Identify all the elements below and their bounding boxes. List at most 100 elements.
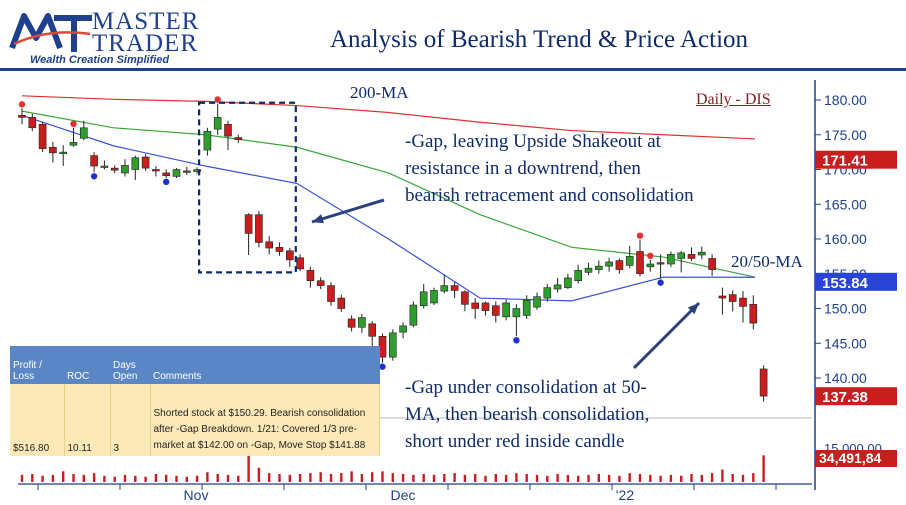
candle-body (59, 151, 68, 154)
swing-low-dot (163, 178, 170, 186)
candle-body (141, 156, 150, 169)
volume-bar (401, 474, 405, 482)
volume-bar (92, 473, 96, 482)
time-tick-label: '22 (616, 487, 634, 503)
volume-bar (175, 475, 178, 482)
candle-body (131, 157, 140, 170)
volume-bar (618, 475, 621, 482)
volume-bar (422, 474, 425, 482)
swing-high-dot (647, 252, 654, 260)
gap-note: -Gap, leaving Upside Shakeout at resista… (405, 128, 694, 209)
candle-body (533, 296, 541, 308)
candle-body (625, 256, 634, 266)
price-tick-label: 145.00 (824, 335, 867, 351)
candle-body (430, 290, 438, 304)
header-profit-loss: Profit / Loss (10, 346, 64, 384)
volume-bar (371, 472, 374, 482)
candle-body (481, 302, 490, 311)
volume-bar (690, 474, 693, 482)
candle-body (234, 137, 243, 140)
volume-bar (309, 473, 312, 482)
volume-bar (41, 475, 44, 482)
volume-bar (525, 474, 528, 482)
page-title: Analysis of Bearish Trend & Price Action (330, 26, 749, 53)
volume-bar (31, 474, 34, 482)
volume-bar (195, 475, 199, 482)
gap-note-line2: resistance in a downtrend, then (405, 158, 641, 179)
price-badge (815, 272, 897, 291)
symbol-label: Daily - DIS (696, 91, 771, 108)
volume-bar (319, 472, 322, 482)
volume-bar (103, 475, 106, 482)
volume-bar (556, 474, 559, 482)
volume-bar (20, 474, 24, 482)
volume-bar (278, 474, 281, 482)
consolidation-pointer-arrow (632, 301, 701, 370)
candle-body (265, 241, 274, 249)
volume-bar (412, 474, 415, 482)
cons-note-line3: short under red inside candle (405, 431, 625, 452)
candle-body (316, 280, 325, 286)
volume-bar (721, 469, 724, 482)
volume-bar (515, 473, 518, 482)
candle-body (584, 267, 593, 273)
candle-body (512, 308, 521, 318)
volume-bar (443, 474, 446, 482)
volume-bar (185, 476, 188, 482)
master-trader-logo (9, 13, 92, 52)
volume-bar (680, 475, 683, 482)
candle-body (368, 323, 377, 337)
candle-body (244, 214, 253, 234)
brand-tagline: Wealth Creation Simplified (30, 54, 170, 66)
price-tick-label: 140.00 (824, 370, 867, 386)
candle-body (193, 169, 201, 172)
volume-bar (731, 474, 734, 482)
price-tick-label: 160.00 (824, 231, 867, 247)
header-roc: ROC (64, 346, 110, 384)
candle-body (49, 146, 57, 154)
swing-low-dot (513, 337, 520, 344)
volume-bar (113, 476, 116, 482)
volume-bar (762, 455, 765, 482)
candle-body (296, 257, 304, 270)
candle-body (656, 262, 665, 265)
ma200-line (21, 95, 756, 140)
volume-bar (474, 474, 477, 482)
ma50-line (21, 110, 756, 278)
candle-body (718, 295, 727, 299)
candle-body (574, 269, 583, 281)
header-comments: Comments (150, 346, 380, 384)
volume-bar (134, 475, 137, 482)
table-row: $516.80 10.11 3 Shorted stock at $150.29… (10, 384, 380, 456)
volume-bar (237, 475, 240, 482)
consolidation-pointer-arrow-head (687, 303, 699, 315)
candle-body (203, 130, 212, 151)
candle-body (121, 165, 129, 174)
candle-body (110, 167, 119, 171)
volume-bar (340, 473, 343, 482)
volume-bar (298, 474, 302, 482)
volume-bar (669, 474, 673, 482)
volume-bar (577, 475, 580, 482)
price-tick-label: 175.00 (824, 127, 867, 143)
volume-bar (154, 474, 158, 482)
gap-note-line1: -Gap, leaving Upside Shakeout at (405, 131, 661, 152)
price-tick-label: 165.00 (824, 196, 867, 212)
volume-bar (226, 474, 230, 482)
candle-body (440, 285, 449, 292)
cons-note-line2: MA, then bearish consolidation, (405, 404, 650, 425)
candle-body (564, 277, 572, 288)
candle-body (18, 114, 26, 118)
candle-body (224, 124, 232, 137)
candle-body (419, 291, 428, 307)
time-tick-label: Nov (184, 487, 209, 503)
candle-body (172, 169, 181, 177)
candle-body (594, 265, 603, 270)
table-header-row: Profit / Loss ROC Days Open Comments (10, 346, 380, 384)
candle-body (213, 117, 222, 130)
candle-body (162, 172, 170, 177)
volume-bar (288, 474, 291, 482)
volume-bar (165, 474, 168, 482)
volume-bar (587, 474, 590, 482)
candle-body (461, 291, 469, 305)
